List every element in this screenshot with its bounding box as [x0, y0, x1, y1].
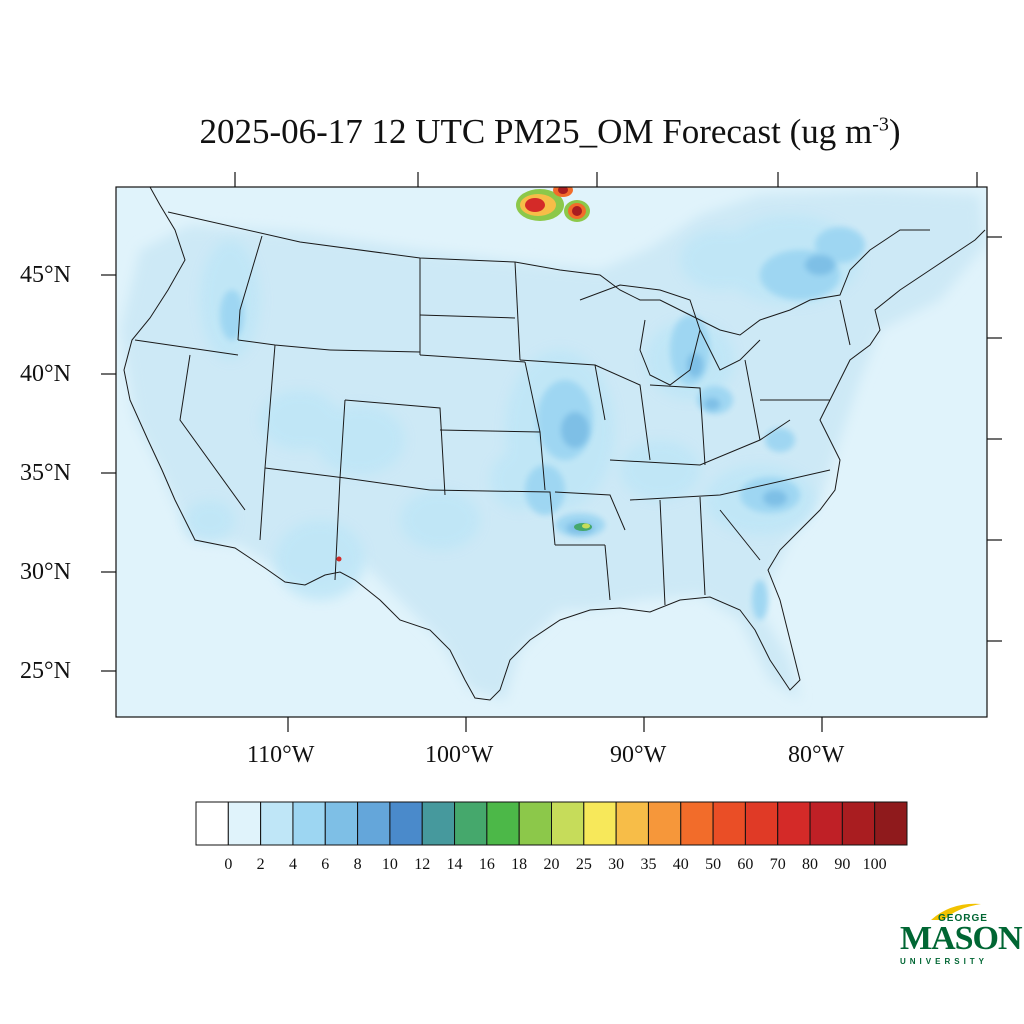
- colorbar-tick-label: 10: [381, 856, 398, 873]
- logo-flame-icon: [931, 903, 981, 920]
- colorbar-swatch: [615, 801, 649, 846]
- colorbar-swatch: [777, 801, 811, 846]
- colorbar-tick-label: 70: [769, 856, 786, 873]
- title-text: 2025-06-17 12 UTC PM25_OM Forecast (ug m: [199, 112, 873, 151]
- colorbar-tick-label: 16: [478, 856, 495, 873]
- colorbar-tick-label: 30: [608, 856, 625, 873]
- colorbar-swatch: [518, 801, 553, 846]
- lon-label-100w: 100°W: [425, 742, 494, 768]
- lat-label-35n: 35°N: [20, 460, 71, 486]
- wildfire-plume-west: [516, 187, 573, 221]
- colorbar-tick-label: 14: [446, 856, 463, 873]
- colorbar-swatch: [809, 801, 843, 846]
- title-close: ): [888, 112, 901, 151]
- colorbar-swatch: [712, 801, 746, 846]
- colorbar-swatch: [874, 801, 908, 846]
- colorbar-swatch: [260, 801, 294, 846]
- colorbar-tick-label: 80: [802, 856, 819, 873]
- colorbar-tick-label: 100: [862, 856, 887, 873]
- lat-label-25n: 25°N: [20, 658, 71, 684]
- colorbar-swatch: [195, 801, 229, 846]
- lat-label-40n: 40°N: [20, 361, 71, 387]
- colorbar: [195, 801, 908, 846]
- george-mason-logo: GEORGE MASON UNIVERSITY: [898, 900, 1023, 970]
- lat-label-30n: 30°N: [20, 559, 71, 585]
- colorbar-tick-label: 50: [705, 856, 722, 873]
- colorbar-tick-label: 40: [672, 856, 689, 873]
- colorbar-swatch: [551, 801, 585, 846]
- colorbar-swatch: [744, 801, 779, 846]
- logo-mason: MASON: [900, 920, 1023, 957]
- colorbar-tick-label: 35: [640, 856, 657, 873]
- wildfire-plume-east: [564, 200, 590, 222]
- colorbar-tick-label: 20: [543, 856, 560, 873]
- colorbar-tick-label: 60: [737, 856, 754, 873]
- colorbar-swatch: [421, 801, 456, 846]
- colorbar-tick-label: 0: [224, 856, 233, 873]
- colorbar-tick-label: 90: [834, 856, 851, 873]
- colorbar-tick-label: 8: [353, 856, 362, 873]
- map-title: 2025-06-17 12 UTC PM25_OM Forecast (ug m…: [0, 112, 1024, 152]
- colorbar-tick-label: 18: [511, 856, 528, 873]
- colorbar-swatch: [357, 801, 391, 846]
- colorbar-swatch: [454, 801, 488, 846]
- colorbar-swatch: [227, 801, 262, 846]
- map-frame: [115, 186, 988, 718]
- colorbar-tick-label: 25: [575, 856, 592, 873]
- colorbar-tick-label: 6: [321, 856, 330, 873]
- title-unit-exponent: -3: [872, 113, 889, 136]
- hotspot-new-mexico: [336, 556, 342, 562]
- lon-label-90w: 90°W: [610, 742, 667, 768]
- colorbar-swatch: [324, 801, 359, 846]
- colorbar-swatch: [292, 801, 326, 846]
- colorbar-swatch: [841, 801, 876, 846]
- axis-ticks: [101, 172, 1002, 732]
- logo-university: UNIVERSITY: [900, 957, 989, 966]
- colorbar-swatch: [389, 801, 423, 846]
- colorbar-tick-label: 12: [414, 856, 431, 873]
- political-boundaries: [123, 187, 986, 701]
- colorbar-swatch: [680, 801, 714, 846]
- colorbar-swatch: [647, 801, 682, 846]
- colorbar-tick-label: 4: [288, 856, 297, 873]
- lat-label-45n: 45°N: [20, 262, 71, 288]
- lon-label-110w: 110°W: [247, 742, 315, 768]
- lon-label-80w: 80°W: [788, 742, 845, 768]
- colorbar-tick-label: 2: [256, 856, 265, 873]
- plume-louisiana: [574, 523, 592, 531]
- colorbar-swatch: [486, 801, 520, 846]
- logo-george: GEORGE: [938, 913, 988, 924]
- colorbar-swatch: [583, 801, 617, 846]
